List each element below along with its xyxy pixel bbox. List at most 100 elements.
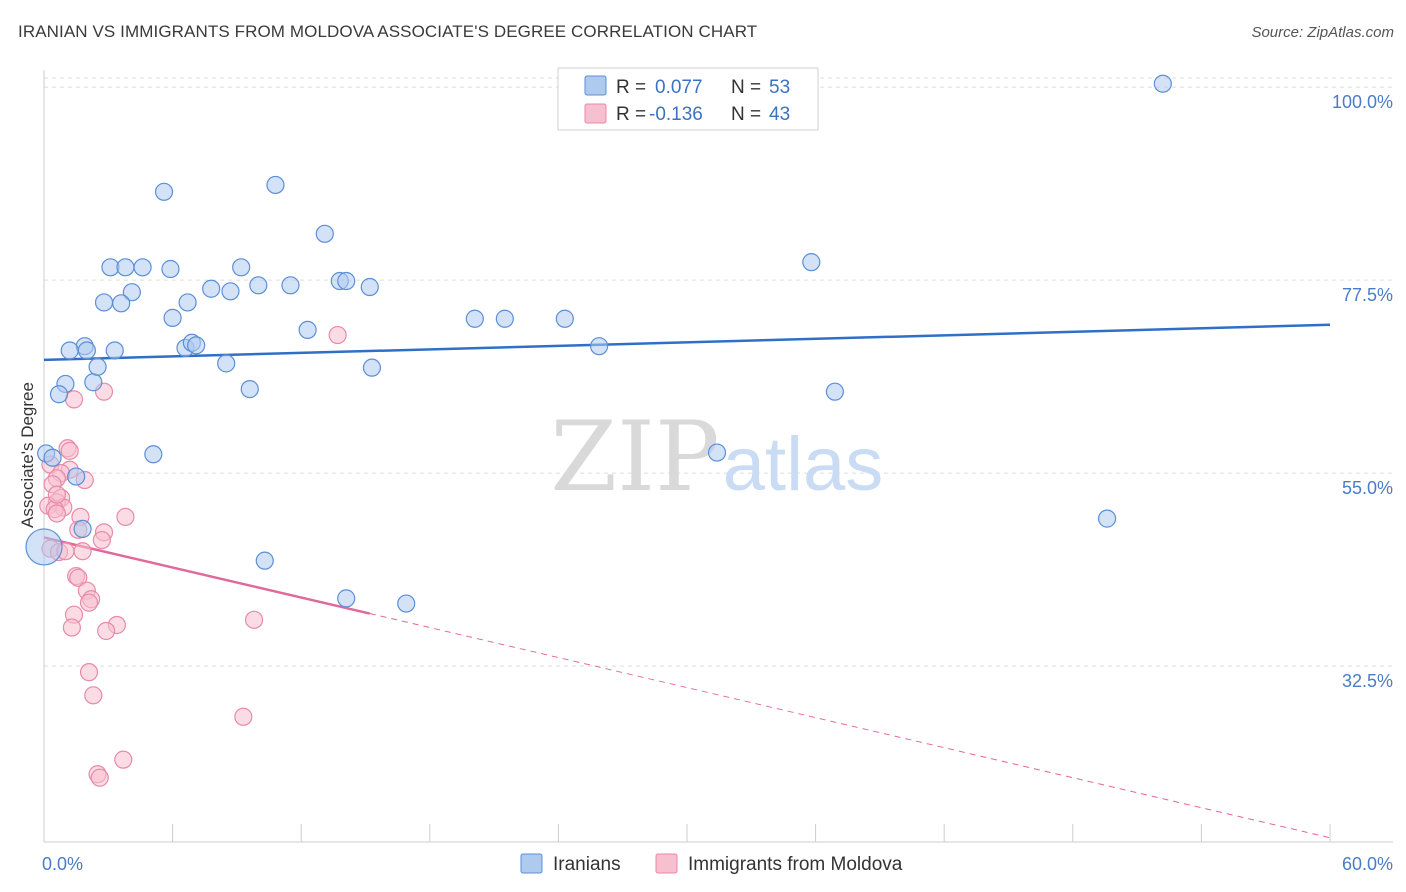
- y-tick-labels: 100.0% 77.5% 55.0% 32.5%: [1332, 92, 1393, 691]
- iranian-point-49: [337, 589, 356, 608]
- trend-moldova-dashed: [369, 613, 1331, 839]
- y-tick-label-0: 100.0%: [1332, 92, 1393, 112]
- moldova-point-21: [92, 530, 111, 550]
- legend-r-label-2: R =: [616, 104, 646, 125]
- iranian-point-28: [187, 336, 206, 355]
- moldova-point-4: [60, 441, 79, 460]
- legend-r-value-1: 0.077: [655, 77, 703, 98]
- iranian-point-35: [84, 373, 103, 392]
- gridlines: [44, 77, 1393, 667]
- iranian-point-1: [154, 182, 174, 201]
- bottom-swatch-moldova: [655, 853, 678, 874]
- iranian-point-24: [555, 309, 574, 328]
- legend-r-value-2: -0.136: [649, 104, 703, 125]
- iranian-point-36: [88, 357, 107, 376]
- iranian-point-11: [337, 271, 356, 291]
- iranian-point-19: [178, 293, 197, 312]
- moldova-point-0: [328, 325, 347, 345]
- trend-lines: [43, 323, 1331, 839]
- iranian-point-6: [116, 258, 135, 277]
- iranian-point-20: [360, 277, 379, 297]
- iranian-point-52: [43, 448, 62, 467]
- iranian-point-2: [266, 175, 285, 195]
- iranian-point-51: [73, 519, 92, 539]
- iranian-point-3: [315, 224, 334, 243]
- iranian-point-43: [707, 443, 727, 462]
- y-tick-label-1: 77.5%: [1342, 285, 1393, 305]
- iranian-point-40: [240, 379, 259, 399]
- iranian-point-32: [105, 341, 124, 360]
- iranian-point-41: [825, 382, 844, 401]
- moldova-point-29: [79, 593, 99, 612]
- stats-legend: R = 0.077 N = 53 R = -0.136 N = 43: [557, 67, 819, 131]
- iranian-point-18: [112, 294, 131, 313]
- iranian-point-21: [163, 308, 182, 327]
- chart-title: IRANIAN VS IMMIGRANTS FROM MOLDOVA ASSOC…: [18, 22, 758, 41]
- watermark: ZIP atlas: [550, 401, 883, 513]
- legend-swatch-moldova: [584, 103, 607, 124]
- watermark-zip: ZIP: [550, 401, 719, 513]
- y-tick-label-2: 55.0%: [1342, 478, 1393, 498]
- iranian-point-25: [298, 320, 317, 340]
- moldova-point-42: [73, 542, 92, 561]
- iranian-points: [25, 74, 1172, 613]
- iranian-point-50: [397, 594, 416, 613]
- iranian-point-39: [49, 385, 69, 404]
- iranian-point-16: [122, 283, 141, 302]
- iranian-point-0: [1153, 74, 1172, 93]
- moldova-point-38: [114, 750, 133, 769]
- trend-moldova-solid: [43, 536, 371, 615]
- moldova-point-33: [97, 621, 116, 641]
- x-tick-max: 60.0%: [1342, 854, 1393, 874]
- bottom-legend-iranians: Iranians: [553, 854, 621, 875]
- source-label: Source: ZipAtlas.com: [1251, 24, 1394, 41]
- moldova-point-41: [47, 485, 66, 504]
- moldova-point-18: [116, 507, 135, 527]
- legend-n-value-2: 43: [769, 104, 790, 125]
- legend-r-label-1: R =: [616, 77, 646, 98]
- moldova-point-34: [244, 610, 264, 629]
- iranian-point-15: [221, 282, 240, 301]
- moldova-point-26: [69, 568, 88, 587]
- iranian-point-47: [25, 528, 63, 566]
- iranian-point-12: [202, 279, 221, 298]
- legend-n-label-1: N =: [731, 77, 761, 98]
- trend-iranians: [43, 323, 1331, 362]
- y-tick-label-3: 32.5%: [1342, 671, 1393, 691]
- moldova-point-16: [47, 504, 66, 523]
- iranian-point-22: [465, 309, 484, 328]
- bottom-legend-moldova: Immigrants from Moldova: [688, 854, 903, 875]
- bottom-swatch-iranians: [520, 853, 543, 874]
- iranian-point-37: [217, 354, 236, 373]
- iranian-point-46: [1097, 509, 1117, 528]
- watermark-atlas: atlas: [723, 422, 884, 507]
- legend-swatch-iranians: [584, 75, 607, 96]
- iranian-point-4: [802, 253, 821, 272]
- iranian-point-9: [232, 258, 251, 277]
- moldova-point-36: [84, 686, 103, 705]
- iranian-point-31: [60, 341, 79, 360]
- iranian-point-7: [133, 258, 152, 277]
- x-tick-min: 0.0%: [42, 854, 83, 874]
- moldova-point-35: [79, 663, 99, 682]
- y-axis-label: Associate's Degree: [18, 382, 37, 528]
- series-legend: Iranians Immigrants from Moldova: [520, 853, 903, 875]
- iranian-point-14: [281, 276, 300, 295]
- iranian-point-8: [161, 259, 180, 279]
- iranian-point-13: [249, 276, 268, 295]
- iranian-point-33: [590, 337, 609, 356]
- moldova-point-32: [62, 618, 81, 637]
- iranian-point-23: [495, 309, 514, 328]
- legend-n-value-1: 53: [769, 77, 790, 98]
- moldova-point-40: [90, 768, 109, 787]
- moldova-point-37: [234, 707, 253, 726]
- legend-n-label-2: N =: [731, 104, 761, 125]
- iranian-point-45: [67, 467, 86, 486]
- iranian-point-48: [255, 551, 274, 570]
- iranian-point-42: [144, 445, 163, 464]
- iranian-point-17: [94, 293, 114, 312]
- moldova-points: [39, 325, 347, 787]
- iranian-point-30: [77, 341, 96, 360]
- iranian-point-38: [362, 358, 382, 377]
